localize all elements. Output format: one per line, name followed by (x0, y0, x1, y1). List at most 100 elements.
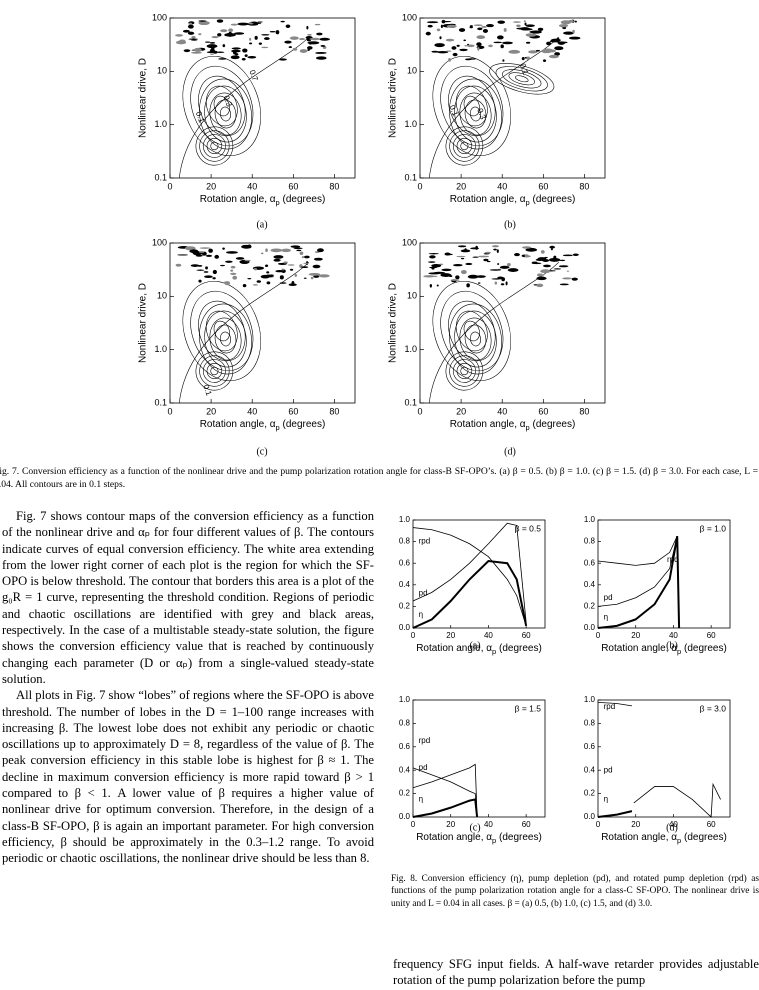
chaotic-region (254, 22, 262, 24)
contour-line (198, 300, 246, 362)
contour-line (209, 317, 242, 361)
chaotic-region (184, 246, 196, 251)
chaotic-region (491, 245, 499, 248)
chaotic-region (452, 264, 463, 267)
contour-label: 0.3 (475, 107, 487, 121)
y-tick-label: 1.0 (404, 119, 417, 129)
chaotic-region (312, 264, 321, 269)
chaotic-region (222, 247, 225, 250)
chaotic-region (542, 48, 554, 53)
chaotic-region (546, 41, 552, 46)
y-tick-label: 1.0 (584, 515, 596, 524)
chaotic-region (299, 251, 304, 256)
contour-line (195, 351, 234, 391)
chaotic-region (554, 46, 564, 51)
chaotic-region (292, 47, 298, 51)
y-tick-label: 1.0 (404, 344, 417, 354)
chaotic-region (507, 268, 519, 272)
x-axis-label-main: Rotation angle, α (416, 643, 492, 654)
chaotic-region (179, 39, 186, 43)
x-tick-label: 60 (538, 181, 548, 191)
y-tick-label: 100 (152, 12, 167, 22)
contour-label: 0.1 (194, 110, 206, 124)
chaotic-region (228, 28, 234, 32)
x-axis-label: Rotation angle, αp (degrees) (200, 419, 326, 433)
chaotic-region (466, 283, 470, 288)
chaotic-region (317, 248, 324, 253)
y-tick-label: 100 (402, 237, 417, 247)
x-tick-label: 20 (631, 820, 640, 829)
chaotic-region (210, 53, 214, 55)
chaotic-region (440, 273, 452, 277)
contour-line (182, 280, 262, 382)
contour-line (202, 134, 226, 158)
beta-label: β = 3.0 (700, 703, 727, 713)
x-tick-label: 20 (446, 820, 455, 829)
chaotic-region (499, 265, 510, 269)
chaotic-region (316, 56, 327, 60)
chaotic-region (496, 35, 504, 40)
chaotic-region (214, 254, 220, 259)
chaotic-region (275, 30, 280, 35)
panel-label: (a) (256, 219, 267, 230)
y-tick-label: 1.0 (399, 515, 411, 524)
chaotic-region (237, 22, 250, 26)
x-axis-label: Rotation angle, αp (degrees) (416, 832, 542, 846)
x-axis-label: Rotation angle, αp (degrees) (416, 643, 542, 657)
beta-label: β = 0.5 (515, 523, 542, 533)
chaotic-region (500, 283, 505, 286)
x-tick-label: 40 (497, 406, 507, 416)
contour-line (455, 85, 488, 127)
chaotic-region (470, 247, 480, 250)
x-tick-label: 80 (579, 406, 589, 416)
chaotic-region (316, 32, 323, 36)
chaotic-region (463, 39, 467, 42)
contour-line (206, 138, 223, 154)
contour-art (423, 245, 579, 404)
contour-line (432, 55, 512, 157)
chaotic-region (249, 42, 253, 45)
contour-line (190, 65, 254, 147)
chaotic-region (525, 24, 535, 27)
chaotic-region (226, 251, 238, 254)
chaotic-region (188, 38, 199, 40)
chaotic-region (279, 282, 287, 284)
x-axis-label-sub: p (276, 198, 280, 207)
chaotic-region (550, 38, 561, 42)
chaotic-region (284, 40, 292, 44)
chaotic-region (254, 35, 258, 40)
x-tick-label: 60 (288, 406, 298, 416)
x-tick-label: 20 (456, 181, 466, 191)
chaotic-region (445, 50, 452, 52)
y-tick-label: 0.8 (399, 537, 411, 546)
x-axis-label: Rotation angle, αp (degrees) (601, 832, 727, 846)
chaotic-region (531, 261, 538, 264)
chaotic-region (247, 277, 252, 280)
contour-line (219, 331, 232, 347)
panel-label: (b) (666, 640, 678, 651)
contour-line (464, 324, 487, 354)
chaotic-region (198, 20, 207, 22)
x-tick-label: 20 (456, 406, 466, 416)
figure8-caption: Fig. 8. Conversion efficiency (η), pump … (391, 874, 759, 909)
contour-line (210, 141, 219, 151)
y-tick-label: 0.0 (584, 812, 596, 821)
figure7-caption: Fig. 7. Conversion efficiency as a funct… (0, 466, 758, 490)
y-tick-label: 1.0 (584, 695, 596, 704)
chaotic-region (193, 47, 202, 53)
x-tick-label: 0 (417, 181, 422, 191)
x-tick-label: 0 (596, 820, 601, 829)
chaotic-region (568, 36, 581, 40)
chaotic-region (452, 52, 458, 57)
y-axis-label: Nonlinear drive, D (138, 58, 149, 138)
contour-line (469, 331, 482, 347)
chaotic-region (446, 24, 457, 28)
contour-label: 0.1 (201, 383, 213, 397)
threshold-curve (178, 261, 309, 404)
chaotic-region (574, 20, 577, 23)
x-axis-label: Rotation angle, αp (degrees) (200, 194, 326, 208)
chaotic-region (209, 42, 216, 44)
y-tick-label: 0.6 (399, 742, 411, 751)
contour-line (459, 92, 492, 136)
contour-line (449, 355, 480, 387)
